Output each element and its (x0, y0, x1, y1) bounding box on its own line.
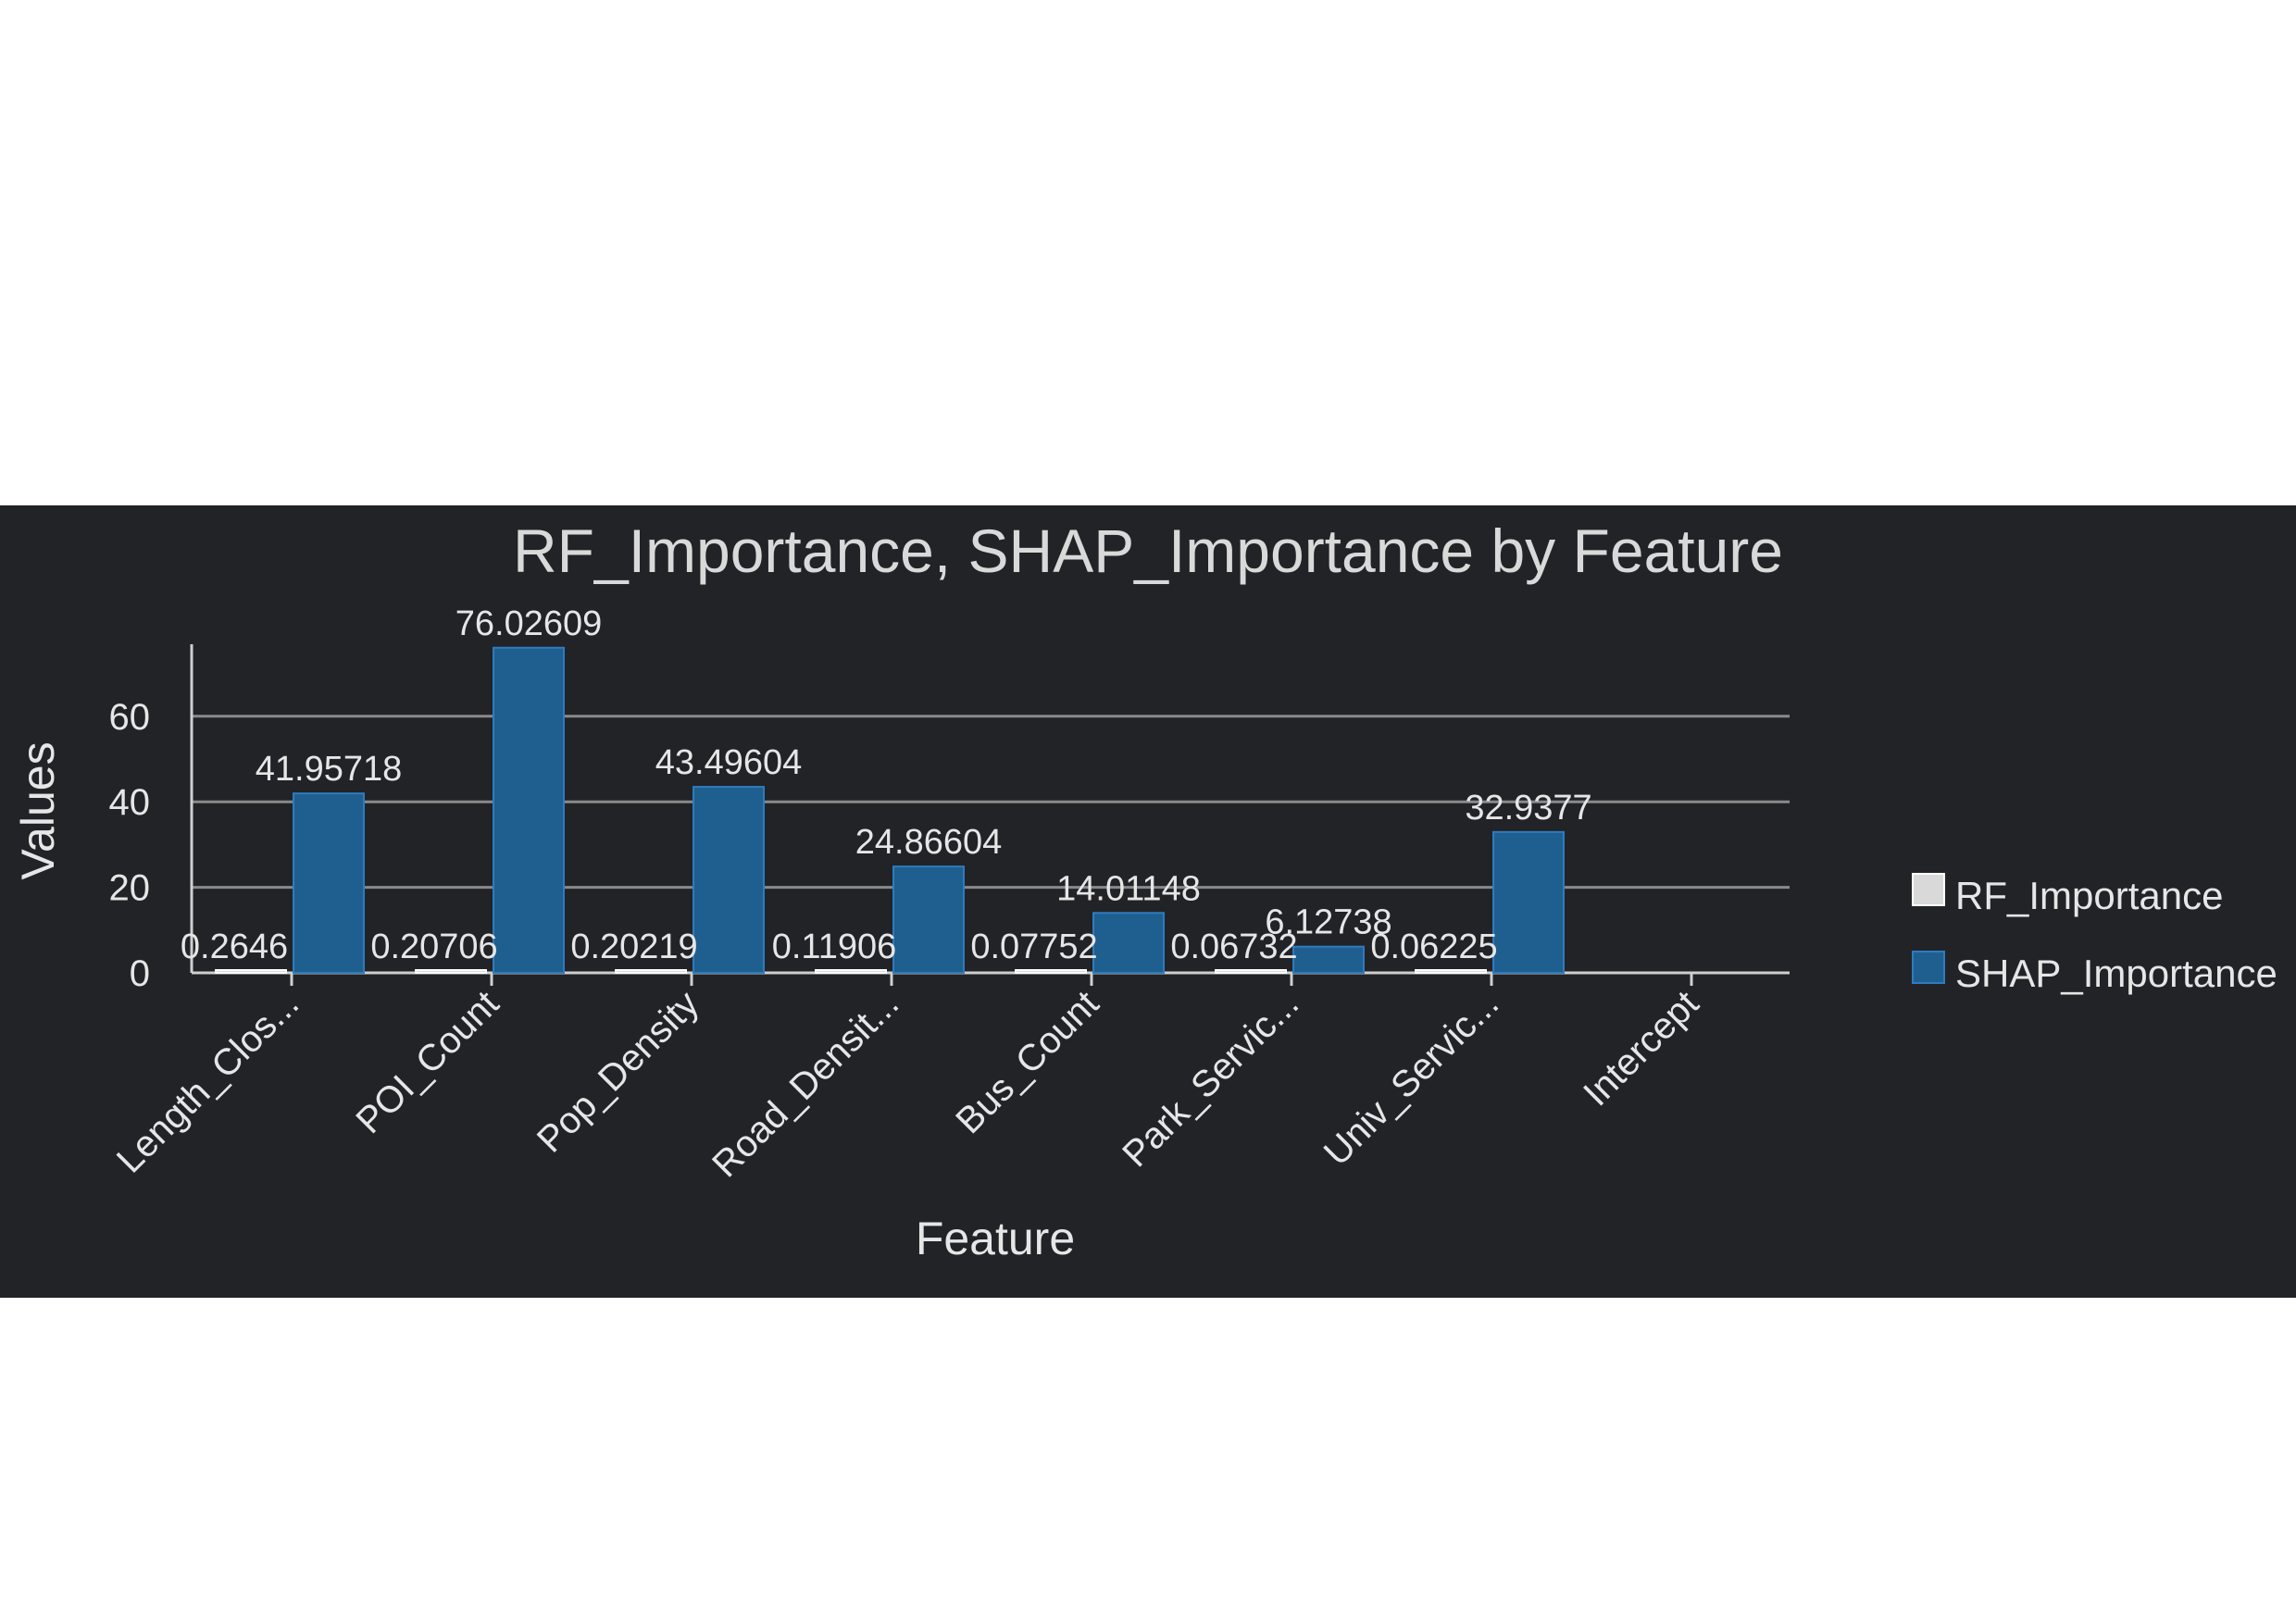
y-axis-title: Values (12, 741, 64, 879)
bars (215, 646, 1565, 975)
shap-importance-data-label: 43.49604 (655, 743, 803, 782)
rf-importance-data-label: 0.20219 (570, 927, 697, 966)
rf-importance-bar (415, 969, 487, 974)
shap-importance-data-label: 41.95718 (256, 750, 403, 789)
x-tick-label: Park_Servic... (1115, 983, 1306, 1175)
shap-importance-data-label: 24.86604 (855, 823, 1003, 862)
rf-importance-bar (815, 969, 887, 974)
y-tick-label: 40 (109, 782, 151, 823)
shap-importance-bar (693, 786, 765, 975)
x-tick-label: Bus_Count (948, 983, 1106, 1141)
rf-importance-data-label: 0.20706 (370, 927, 497, 966)
legend-label-rf-importance: RF_Importance (1955, 874, 2223, 917)
rf-importance-bar (1415, 969, 1487, 974)
chart-panel: RF_Importance, SHAP_Importance by Featur… (0, 505, 2296, 1298)
shap-importance-bar (1092, 912, 1165, 975)
x-tick-label: Road_Densit... (705, 983, 906, 1185)
legend-label-shap-importance: SHAP_Importance (1955, 952, 2277, 995)
x-tick-label: Pop_Density (530, 983, 706, 1160)
shap-importance-data-label: 76.02609 (455, 604, 603, 643)
shap-importance-data-label: 6.12738 (1265, 903, 1391, 942)
shap-importance-bar (293, 792, 365, 975)
x-tick-label: POI_Count (348, 983, 506, 1141)
x-tick-label: Intercept (1576, 983, 1706, 1114)
shap-importance-data-label: 14.01148 (1056, 869, 1201, 908)
legend-swatch-rf-importance (1912, 873, 1945, 906)
legend-swatch-shap-importance (1912, 951, 1945, 984)
x-tick-label: Univ_Servic... (1316, 983, 1507, 1174)
shap-importance-bar (1492, 830, 1565, 974)
shap-importance-data-label: 32.9377 (1465, 789, 1591, 828)
rf-importance-bar (1015, 969, 1087, 974)
rf-importance-data-label: 0.06732 (1170, 927, 1297, 966)
rf-importance-bar (215, 969, 287, 974)
y-tick-label: 0 (130, 953, 150, 994)
y-tick-label: 60 (109, 697, 151, 738)
chart-title: RF_Importance, SHAP_Importance by Featur… (513, 517, 1783, 585)
rf-importance-bar (615, 969, 687, 974)
x-tick-label: Length_Clos... (109, 983, 307, 1181)
bar-chart: RF_Importance, SHAP_Importance by Featur… (12, 517, 2277, 1264)
rf-importance-data-label: 0.07752 (970, 927, 1097, 966)
rf-importance-data-label: 0.06225 (1370, 927, 1497, 966)
rf-importance-data-label: 0.2646 (181, 927, 288, 966)
y-tick-label: 20 (109, 868, 151, 909)
rf-importance-data-label: 0.11906 (772, 927, 897, 966)
x-axis-title: Feature (916, 1213, 1075, 1264)
rf-importance-bar (1215, 969, 1287, 974)
shap-importance-bar (1292, 945, 1365, 974)
data-labels: 0.2646 41.95718 0.20706 76.02609 0.20219 43.4… (181, 604, 1592, 966)
shap-importance-bar (493, 646, 565, 974)
shap-importance-bar (892, 865, 965, 974)
legend: RF_Importance SHAP_Importance (1912, 873, 2277, 995)
